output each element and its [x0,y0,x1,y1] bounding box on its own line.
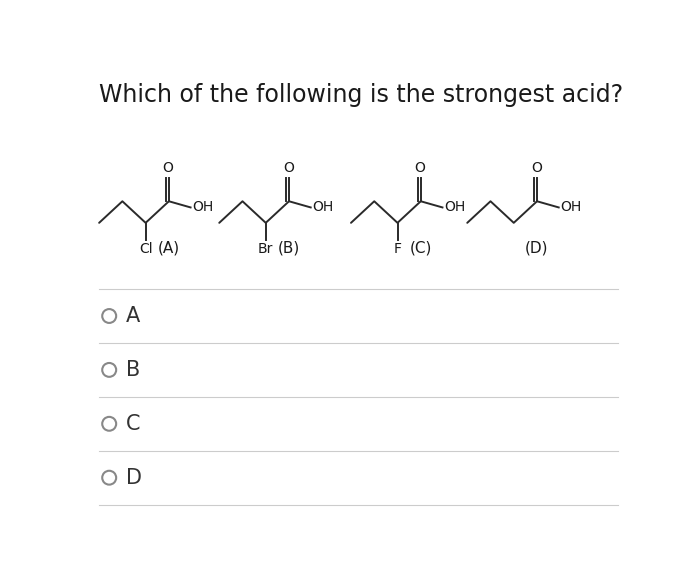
Text: OH: OH [444,201,466,215]
Text: (B): (B) [278,241,300,256]
Text: Cl: Cl [139,242,153,256]
Text: O: O [283,161,294,175]
Text: F: F [393,242,402,256]
Text: O: O [414,161,426,175]
Text: D: D [126,467,142,488]
Text: (A): (A) [158,241,180,256]
Text: C: C [126,414,141,434]
Text: O: O [531,161,542,175]
Text: Which of the following is the strongest acid?: Which of the following is the strongest … [99,84,623,107]
Text: A: A [126,306,141,326]
Text: O: O [162,161,174,175]
Text: OH: OH [192,201,214,215]
Text: B: B [126,360,141,380]
Text: Br: Br [258,242,274,256]
Text: OH: OH [560,201,582,215]
Text: (C): (C) [410,241,432,256]
Text: (D): (D) [525,241,549,256]
Text: OH: OH [312,201,333,215]
